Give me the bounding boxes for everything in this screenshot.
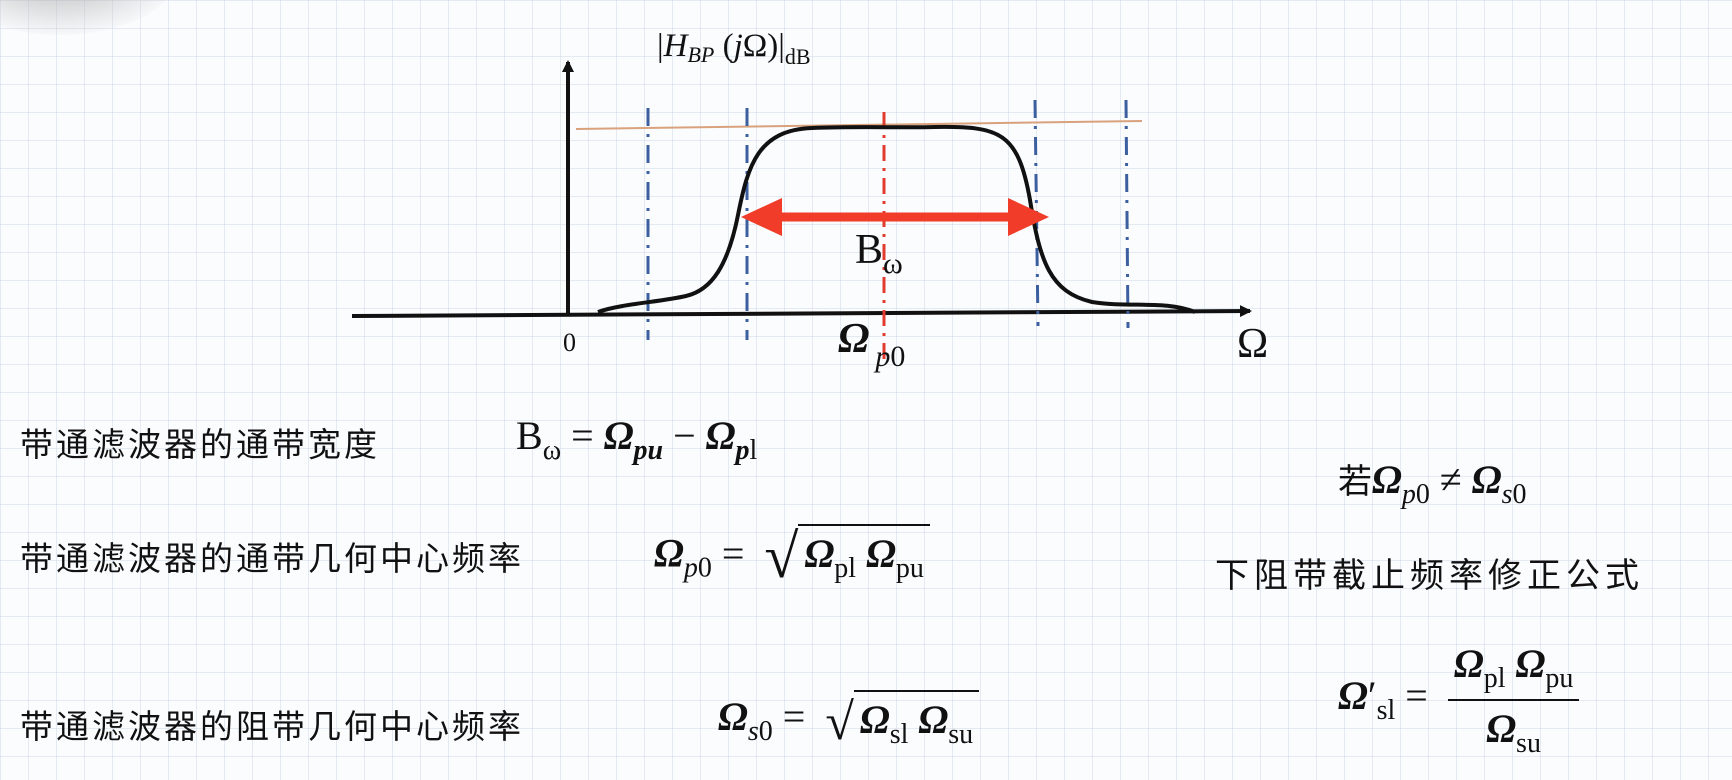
svg-text:|HBP (jΩ)|dB: |HBP (jΩ)|dB — [657, 28, 811, 69]
x-axis-label: Ω — [1237, 321, 1268, 367]
x-axis — [351, 305, 1252, 318]
y-axis-label: |HBP (jΩ)|dB — [657, 28, 811, 69]
response-curve — [597, 124, 1196, 314]
origin-label: 0 — [563, 328, 576, 357]
stopband-center-equation: Ωs0 = √ Ωsl Ωsu — [718, 690, 980, 752]
passband-center-text: 带通滤波器的通带几何中心频率 — [20, 539, 524, 578]
stopband-upper-edge-line — [1124, 99, 1130, 329]
svg-text:Bω: Bω — [855, 227, 903, 280]
svg-text:Ωp0: Ωp0 — [838, 316, 905, 373]
bandwidth-text: 带通滤波器的通带宽度 — [20, 425, 380, 464]
condition-equation: 若Ωp0 ≠ Ωs0 — [1338, 457, 1527, 510]
bandwidth-equation: Bω = Ωpu − Ωpl — [516, 413, 758, 466]
passband-center-equation: Ωp0 = √ Ωpl Ωpu — [654, 522, 930, 593]
bandwidth-label: Bω — [855, 227, 903, 280]
reference-line — [575, 120, 1143, 130]
correction-equation: Ω′sl = Ωpl Ωpu Ωsu — [1338, 640, 1580, 760]
bandwidth-arrow — [741, 198, 1049, 236]
correction-title: 下阻带截止频率修正公式 — [1215, 556, 1644, 596]
stopband-center-text: 带通滤波器的阻带几何中心频率 — [20, 707, 524, 746]
